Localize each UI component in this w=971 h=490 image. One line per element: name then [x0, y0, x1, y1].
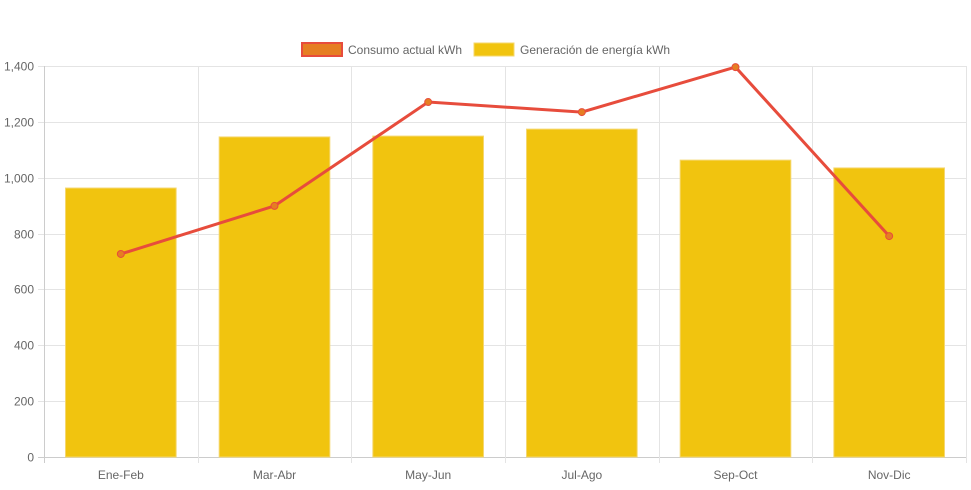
point-jul-ago[interactable]	[577, 108, 586, 117]
x-tick-label: Sep-Oct	[713, 468, 758, 482]
y-tick-label: 600	[14, 283, 34, 297]
legend-label-generacion: Generación de energía kWh	[520, 43, 670, 57]
bar-jul-ago[interactable]	[526, 128, 638, 458]
line-series	[116, 63, 894, 258]
bars	[65, 128, 945, 458]
grid	[38, 66, 967, 463]
y-tick-label: 0	[27, 451, 34, 465]
y-tick-label: 1,400	[4, 60, 34, 74]
point-mar-abr[interactable]	[270, 201, 279, 210]
legend-swatch-consumo	[301, 42, 343, 57]
x-tick-label: May-Jun	[405, 468, 451, 482]
point-may-jun[interactable]	[424, 98, 433, 107]
y-axis: 0 200 400 600 800 1,000 1,200 1,400	[4, 60, 34, 465]
x-axis: Ene-Feb Mar-Abr May-Jun Jul-Ago Sep-Oct Nov-D…	[98, 468, 911, 482]
legend-label-consumo: Consumo actual kWh	[348, 43, 462, 57]
point-ene-feb[interactable]	[116, 249, 125, 258]
legend-item-consumo[interactable]: Consumo actual kWh	[301, 42, 462, 57]
y-tick-label: 1,200	[4, 116, 34, 130]
y-tick-label: 800	[14, 228, 34, 242]
bar-nov-dic[interactable]	[833, 167, 945, 458]
bar-may-jun[interactable]	[372, 135, 484, 458]
bar-mar-abr[interactable]	[218, 136, 331, 458]
legend: Consumo actual kWh Generación de energía…	[301, 42, 670, 57]
legend-item-generacion[interactable]: Generación de energía kWh	[473, 42, 670, 57]
y-tick-label: 200	[14, 395, 34, 409]
bar-ene-feb[interactable]	[65, 187, 177, 458]
x-tick-label: Nov-Dic	[868, 468, 911, 482]
x-tick-label: Mar-Abr	[253, 468, 296, 482]
point-nov-dic[interactable]	[885, 232, 894, 241]
bar-sep-oct[interactable]	[679, 159, 792, 458]
y-tick-label: 400	[14, 339, 34, 353]
legend-swatch-generacion	[473, 42, 515, 57]
x-tick-label: Jul-Ago	[561, 468, 602, 482]
x-tick-label: Ene-Feb	[98, 468, 144, 482]
consumo-line	[120, 65, 891, 256]
y-tick-label: 1,000	[4, 172, 34, 186]
point-sep-oct[interactable]	[731, 63, 740, 72]
